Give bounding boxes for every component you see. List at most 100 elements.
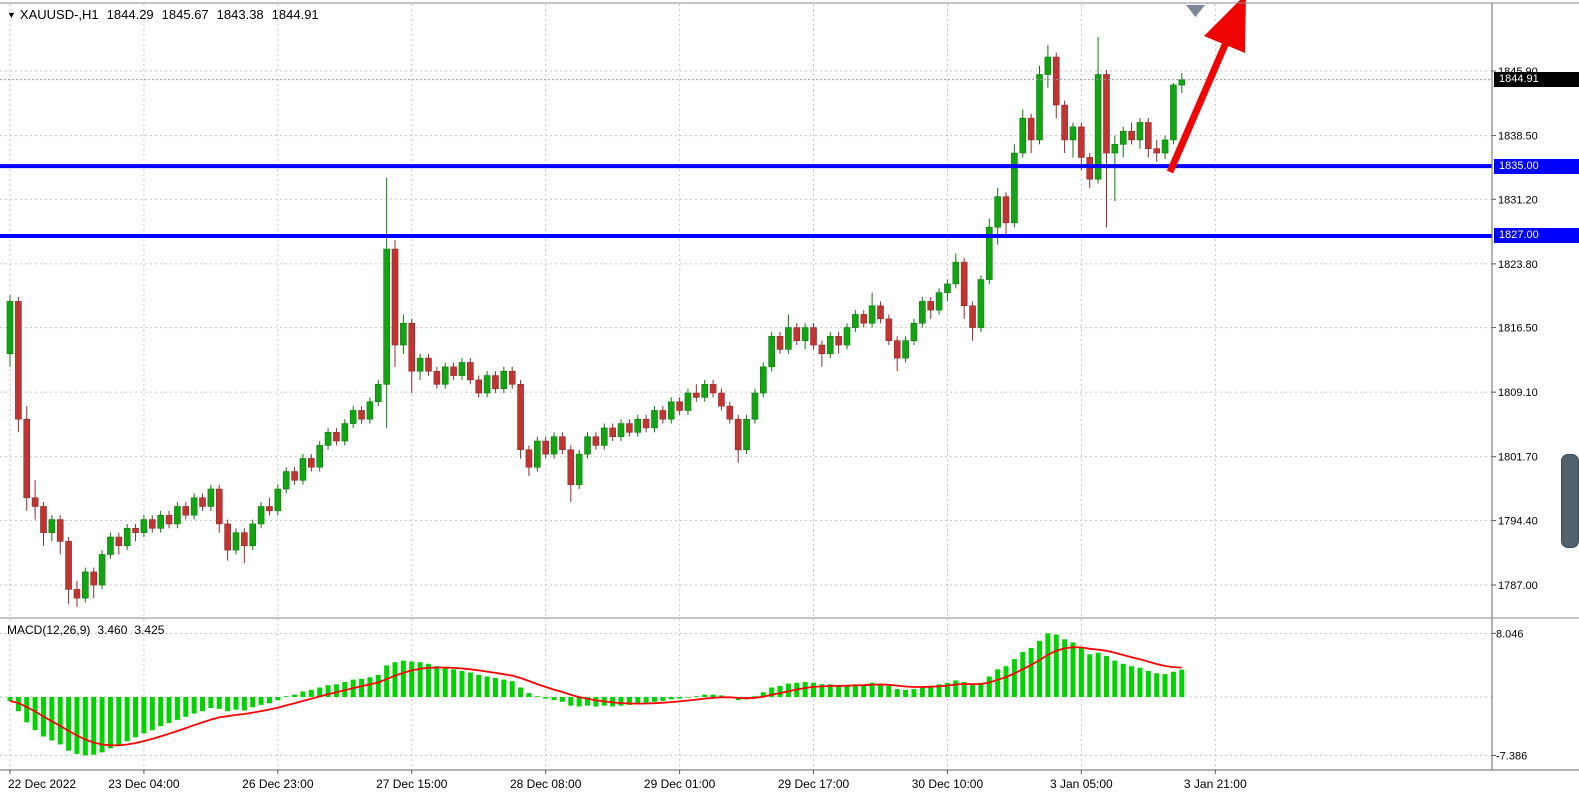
macd-bar	[685, 697, 691, 698]
macd-bar	[702, 694, 708, 697]
scrollbar-thumb[interactable]	[1561, 454, 1579, 548]
macd-bar	[216, 697, 222, 709]
macd-bar	[1103, 655, 1109, 697]
macd-bar	[15, 697, 21, 712]
candle	[617, 419, 625, 442]
quote-open: 1844.29	[106, 7, 154, 22]
macd-bar	[986, 676, 992, 697]
candle	[1119, 126, 1127, 158]
macd-bar	[467, 672, 473, 697]
macd-bar	[1095, 652, 1101, 697]
candle	[450, 362, 457, 380]
macd-bar	[250, 697, 256, 708]
macd-bar	[802, 681, 808, 697]
candle	[584, 432, 591, 459]
macd-bar	[970, 685, 976, 697]
candle	[651, 406, 658, 433]
macd-bar	[1145, 670, 1151, 697]
macd-bar	[333, 684, 339, 697]
macd-bar	[266, 697, 272, 704]
macd-bar	[57, 697, 63, 745]
candle	[659, 406, 667, 424]
macd-bar	[24, 697, 30, 723]
macd-bar	[317, 687, 323, 697]
candle	[726, 401, 734, 424]
candle	[1128, 122, 1135, 145]
macd-bar	[174, 697, 180, 720]
candle	[776, 331, 784, 354]
pane-separators	[0, 2, 1579, 771]
candle	[433, 366, 441, 389]
candle	[31, 480, 39, 520]
macd-bar	[978, 682, 984, 697]
macd-bar	[191, 697, 197, 714]
candle	[508, 366, 516, 389]
macd-bar	[392, 662, 398, 697]
macd-bar	[534, 696, 540, 697]
candle	[1052, 52, 1060, 119]
macd-bar	[1045, 633, 1051, 697]
candle	[56, 515, 64, 555]
object-anchor-icon	[1186, 5, 1205, 17]
macd-bar	[953, 680, 959, 697]
candle	[1170, 83, 1177, 145]
price-tick-label: 1838.50	[1498, 131, 1538, 143]
time-axis: 22 Dec 2022 23 Dec 04:00 26 Dec 23:00 27 De…	[8, 770, 1247, 791]
candle	[919, 297, 926, 328]
candle	[559, 432, 566, 455]
macd-bar	[1062, 639, 1068, 697]
candle	[416, 353, 424, 380]
macd-bar	[417, 662, 423, 697]
trend-arrow[interactable]	[1166, 0, 1246, 174]
macd-bar	[928, 685, 934, 697]
macd-name: MACD(12,26,9)	[7, 623, 91, 637]
candle	[199, 493, 206, 511]
macd-bar	[509, 681, 515, 697]
candle	[383, 177, 390, 428]
candle	[458, 358, 466, 380]
candle	[592, 432, 600, 450]
candle	[868, 292, 876, 328]
candle	[718, 388, 725, 411]
macd-main-value: 3.460	[97, 623, 128, 637]
macd-bar	[936, 684, 942, 697]
candle	[1153, 139, 1160, 162]
candle	[492, 371, 499, 394]
candle	[215, 484, 223, 533]
candle	[232, 528, 240, 555]
candle	[676, 397, 683, 415]
macd-bar	[1028, 647, 1034, 697]
candle	[935, 288, 943, 315]
macd-bar	[760, 692, 766, 697]
candle	[475, 375, 483, 398]
candle	[82, 567, 89, 603]
candle	[500, 366, 508, 394]
candle	[893, 336, 901, 372]
price-tick-label: 1801.70	[1498, 452, 1538, 464]
support-price-tag: 1827.00	[1494, 228, 1579, 243]
macd-bar	[292, 694, 298, 697]
macd-bar	[325, 685, 331, 697]
candle	[634, 414, 642, 437]
macd-bar	[233, 697, 239, 710]
macd-bar	[1087, 654, 1093, 697]
candle	[6, 295, 14, 367]
candle	[408, 318, 416, 394]
candle	[960, 257, 968, 319]
candle	[241, 528, 248, 564]
candle	[743, 414, 750, 455]
macd-bar	[526, 693, 532, 697]
candle	[65, 537, 72, 605]
candle	[441, 362, 449, 389]
candle	[667, 397, 675, 424]
macd-bar	[1112, 660, 1118, 697]
symbol-dropdown-icon[interactable]: ▼	[7, 10, 16, 20]
macd-bar	[903, 689, 909, 697]
quote-low: 1843.38	[216, 7, 264, 22]
macd-bar	[618, 697, 624, 706]
candle	[291, 467, 298, 485]
time-tick-label: 26 Dec 23:00	[242, 777, 314, 791]
macd-bar	[66, 697, 72, 751]
macd-bar	[1120, 663, 1126, 697]
